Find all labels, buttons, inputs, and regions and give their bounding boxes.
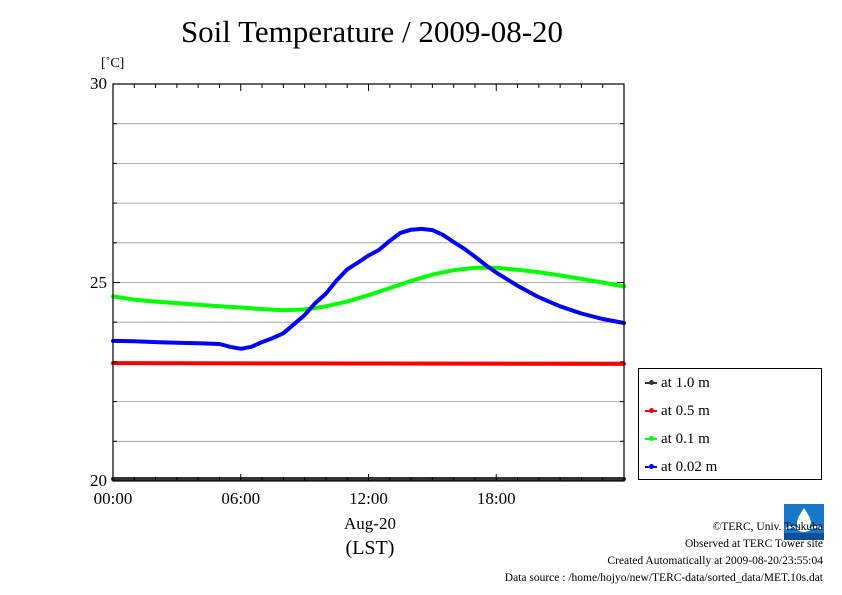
legend-label: at 0.1 m (661, 431, 710, 447)
y-tick-label: 30 (90, 74, 107, 93)
footer-created: Created Automatically at 2009-08-20/23:5… (607, 555, 823, 567)
legend-item: at 0.02 m (645, 456, 717, 478)
x-axis-date: Aug-20 (344, 514, 396, 533)
legend-item: at 0.5 m (645, 400, 710, 422)
x-axis-label: (LST) (345, 537, 395, 559)
x-tick-label: 12:00 (349, 489, 388, 508)
x-tick-label: 00:00 (93, 489, 133, 508)
terc-logo-icon (784, 504, 824, 540)
y-tick-label: 20 (90, 471, 107, 490)
legend-label: at 0.5 m (661, 403, 710, 419)
legend-swatch (645, 456, 657, 478)
legend-swatch (645, 400, 657, 422)
legend-label: at 0.02 m (661, 459, 718, 475)
series-line-2 (111, 265, 626, 313)
chart-title: Soil Temperature / 2009-08-20 (180, 14, 564, 49)
grid-lines (113, 123, 624, 442)
legend-swatch (645, 428, 657, 450)
legend-label: at 1.0 m (661, 375, 710, 391)
footer-observed: Observed at TERC Tower site (684, 538, 823, 550)
series-line-1 (111, 361, 626, 366)
y-axis-unit: [˚C] (101, 56, 125, 71)
legend-swatch (645, 372, 657, 394)
footer-copyright: ©TERC, Univ. Tsukuba (712, 521, 823, 533)
x-tick-label: 18:00 (476, 489, 516, 508)
legend-item: at 1.0 m (645, 372, 710, 394)
x-tick-label: 06:00 (221, 489, 261, 508)
footer-source: Data source : /home/hojyo/new/TERC-data/… (504, 572, 823, 584)
legend: at 1.0 m at 0.5 m at 0.1 m at 0.02 m (638, 368, 822, 480)
y-tick-label: 25 (90, 272, 107, 292)
axis-ticks (112, 83, 625, 482)
series-line-3 (111, 226, 626, 351)
legend-item: at 0.1 m (645, 428, 710, 450)
